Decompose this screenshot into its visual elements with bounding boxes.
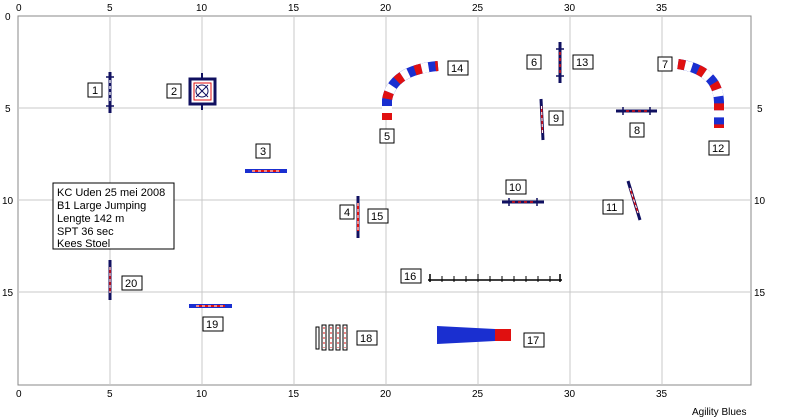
y-tick-label: 10 xyxy=(2,196,14,207)
y-tick-label: 5 xyxy=(5,104,11,115)
x-tick-label: 35 xyxy=(656,3,668,14)
table-2 xyxy=(188,73,217,110)
x-tick-label: 30 xyxy=(564,3,576,14)
x-axis-top: 0 5 10 15 20 25 30 35 xyxy=(16,3,668,14)
y-tick-label: 15 xyxy=(754,288,766,299)
number-label-2: 2 xyxy=(166,83,182,99)
y-tick-label: 10 xyxy=(754,196,766,207)
number-label-15: 15 xyxy=(367,208,389,224)
svg-text:13: 13 xyxy=(576,57,588,69)
number-label-12: 12 xyxy=(708,140,730,156)
weave-poles-16 xyxy=(428,274,562,282)
y-tick-label: 5 xyxy=(757,104,763,115)
svg-text:15: 15 xyxy=(371,211,383,223)
number-label-16: 16 xyxy=(400,268,422,284)
x-tick-label: 25 xyxy=(472,3,484,14)
x-axis-bottom: 0 5 10 15 20 25 30 35 xyxy=(16,389,668,400)
svg-text:9: 9 xyxy=(553,113,559,125)
x-tick-label: 25 xyxy=(472,389,484,400)
jump-11 xyxy=(626,180,642,221)
svg-text:20: 20 xyxy=(125,278,137,290)
tunnel-7-12 xyxy=(677,59,724,128)
y-axis-left: 0 5 10 15 xyxy=(2,12,14,299)
number-label-1: 1 xyxy=(87,82,103,98)
number-label-5: 5 xyxy=(379,128,395,144)
number-label-20: 20 xyxy=(121,275,143,291)
number-label-6: 6 xyxy=(526,54,542,70)
number-label-14: 14 xyxy=(447,60,469,76)
info-line: KC Uden 25 mei 2008 xyxy=(57,187,165,199)
y-axis-right: 5 10 15 xyxy=(754,104,766,299)
number-label-4: 4 xyxy=(339,204,355,220)
collapsed-tunnel-17 xyxy=(437,326,511,344)
svg-text:1: 1 xyxy=(92,85,98,97)
x-tick-label: 10 xyxy=(196,389,208,400)
number-label-3: 3 xyxy=(255,143,271,159)
info-line: Kees Stoel xyxy=(57,238,110,250)
number-label-10: 10 xyxy=(505,179,527,195)
long-jump-18 xyxy=(315,324,348,351)
svg-text:12: 12 xyxy=(712,143,724,155)
x-tick-label: 35 xyxy=(656,389,668,400)
svg-text:10: 10 xyxy=(509,182,521,194)
x-tick-label: 20 xyxy=(380,3,392,14)
number-label-17: 17 xyxy=(523,332,545,348)
number-label-8: 8 xyxy=(629,122,645,138)
svg-text:14: 14 xyxy=(451,63,463,75)
number-label-13: 13 xyxy=(572,54,594,70)
info-line: Lengte 142 m xyxy=(57,213,124,225)
svg-text:6: 6 xyxy=(531,57,537,69)
number-label-11: 11 xyxy=(602,199,624,215)
x-tick-label: 20 xyxy=(380,389,392,400)
svg-text:3: 3 xyxy=(260,146,266,158)
svg-text:7: 7 xyxy=(662,59,668,71)
x-tick-label: 15 xyxy=(288,389,300,400)
number-label-18: 18 xyxy=(356,330,378,346)
x-tick-label: 30 xyxy=(564,389,576,400)
jump-8 xyxy=(616,107,657,115)
svg-text:4: 4 xyxy=(344,207,350,219)
svg-text:16: 16 xyxy=(404,271,416,283)
x-tick-label: 5 xyxy=(107,389,113,400)
info-line: SPT 36 sec xyxy=(57,226,114,238)
course-info-box: KC Uden 25 mei 2008 B1 Large Jumping Len… xyxy=(52,182,175,250)
x-tick-label: 0 xyxy=(16,3,22,14)
svg-text:2: 2 xyxy=(171,86,177,98)
svg-text:8: 8 xyxy=(634,125,640,137)
number-label-19: 19 xyxy=(202,316,224,332)
number-label-7: 7 xyxy=(657,56,673,72)
info-line: B1 Large Jumping xyxy=(57,200,146,212)
y-tick-label: 15 xyxy=(2,288,14,299)
svg-text:19: 19 xyxy=(206,319,218,331)
y-tick-label: 0 xyxy=(5,12,11,23)
jump-6-13 xyxy=(556,42,564,83)
credit-label: Agility Blues xyxy=(692,407,746,418)
svg-text:18: 18 xyxy=(360,333,372,345)
obstacle-number-labels: 1 2 3 4 5 6 7 8 9 10 11 12 13 14 15 16 1… xyxy=(87,54,730,348)
x-tick-label: 10 xyxy=(196,3,208,14)
x-tick-label: 0 xyxy=(16,389,22,400)
x-tick-label: 5 xyxy=(107,3,113,14)
number-label-9: 9 xyxy=(548,110,564,126)
svg-text:5: 5 xyxy=(384,131,390,143)
jump-9 xyxy=(539,98,545,141)
tunnel-5-14 xyxy=(382,61,439,120)
svg-text:17: 17 xyxy=(527,335,539,347)
svg-text:11: 11 xyxy=(606,202,617,214)
jump-1 xyxy=(106,72,114,113)
jump-10 xyxy=(502,198,544,206)
x-tick-label: 15 xyxy=(288,3,300,14)
